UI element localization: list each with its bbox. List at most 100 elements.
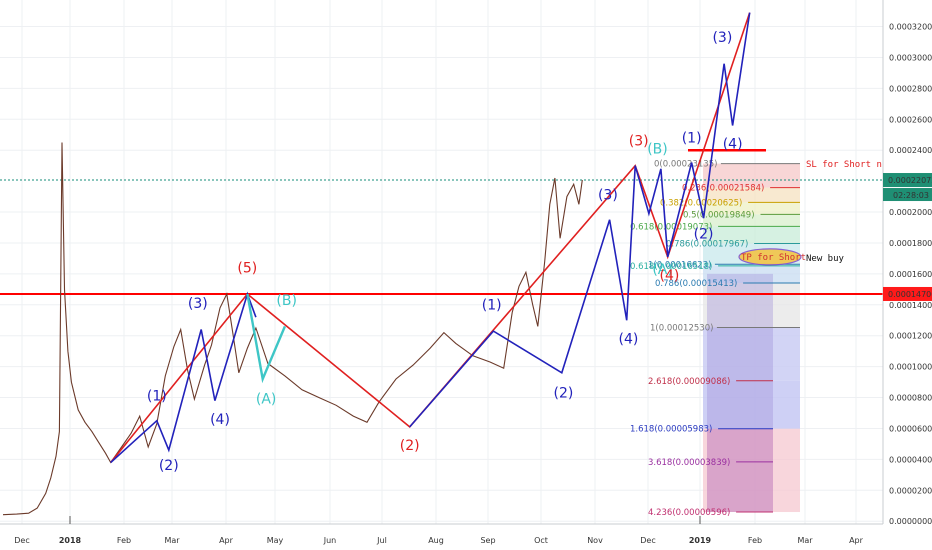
fib-zone [703, 187, 800, 203]
fib-label: 0.5(0.00019849) [683, 210, 755, 220]
x-tick-label: Apr [849, 536, 864, 545]
x-tick-label: Nov [587, 536, 603, 545]
fib-zone [703, 214, 800, 227]
annotations: SL for Short now TP for Short New buy [738, 160, 893, 266]
wave-label: (4) [659, 268, 679, 284]
fib-zone [707, 273, 773, 513]
fib-zone [703, 380, 800, 429]
x-axis-bg [0, 524, 932, 550]
wave-label: (A) [256, 392, 277, 408]
wave-label: (3) [712, 30, 732, 46]
wave-label: (2) [400, 438, 420, 454]
fib-label: 3.618(0.00003839) [648, 458, 730, 468]
x-tick-label: Mar [164, 536, 180, 545]
x-tick-label: Apr [219, 536, 234, 545]
abc-wave [246, 293, 287, 384]
wave-label: (A) [652, 262, 673, 278]
fib-label: 2.618(0.00009086) [648, 377, 730, 387]
target-ellipse [738, 248, 802, 266]
x-tick-label: Sep [480, 536, 495, 545]
fib-zone [703, 226, 800, 244]
current-price-tag [883, 173, 932, 188]
fib-zone [703, 327, 800, 381]
horizontal-levels [0, 148, 883, 295]
x-tick-label: Jun [323, 536, 337, 545]
wave-label: (4) [723, 137, 743, 153]
impulse-wave-right [409, 12, 751, 428]
wave-label: (4) [618, 331, 638, 347]
fib-label: 0(0.00023135) [654, 160, 717, 170]
fib-zone [703, 202, 800, 215]
wave-label: (4) [210, 412, 230, 428]
x-tick-label: 2018 [59, 536, 82, 545]
x-tick-label: Aug [428, 536, 444, 545]
wave-label: (5) [237, 260, 257, 276]
y-axis-bg [883, 0, 932, 550]
wave-label: (2) [694, 226, 714, 242]
wave-label: (B) [276, 293, 297, 309]
fib-label: 0.786(0.00015413) [655, 279, 737, 289]
x-tick-label: Mar [797, 536, 813, 545]
countdown-tag [883, 188, 932, 202]
wave-label: (3) [598, 188, 618, 204]
x-tick-label: Dec [14, 536, 29, 545]
fib-zone [703, 282, 800, 328]
fib-label: 1(0.00012530) [650, 324, 713, 334]
fib-label: 0.786(0.00017967) [666, 239, 748, 249]
fib-label: 0.618(0.00019073) [630, 222, 712, 232]
current-price-label: 0.00022072 [888, 176, 932, 185]
x-tick-label: Dec [640, 536, 655, 545]
resistance-price-tag [883, 286, 932, 301]
wave-label: (B) [647, 141, 668, 157]
x-tick-label: Jul [376, 536, 387, 545]
x-tick-label: Oct [534, 536, 548, 545]
correction-wave [110, 12, 751, 464]
wave-label: (1) [482, 297, 502, 313]
fib-zone [703, 163, 800, 188]
wave-label: (1) [147, 389, 167, 405]
wave-label: (2) [159, 458, 179, 474]
wave-label: (3) [629, 134, 649, 150]
new-buy-note: New buy [806, 254, 845, 264]
x-tick-label: Feb [748, 536, 762, 545]
x-tick-label: 2019 [689, 536, 712, 545]
x-tick-label: May [267, 536, 284, 545]
wave-label: (1) [682, 130, 702, 146]
x-axis: Dec 2018 Feb Mar Apr May Jun Jul Aug Sep Oct Nov Dec… [0, 516, 932, 550]
fib-zone [703, 428, 800, 513]
fib-zone [703, 265, 800, 283]
grid [0, 0, 883, 524]
wave-paths [110, 12, 751, 464]
resistance-price-label: 0.00014700 [888, 290, 932, 299]
wave-label: (2) [554, 386, 574, 402]
stop-loss-note: SL for Short now [806, 160, 893, 170]
fib-label: 0.618(0.00016518) [630, 262, 712, 272]
fib-label: 1.618(0.00005983) [630, 425, 712, 435]
fib-label: 4.236(0.00000596) [648, 508, 730, 518]
fib-label: 0.236(0.00021584) [682, 184, 764, 194]
impulse-wave-left [110, 291, 257, 464]
take-profit-note: TP for Short [741, 253, 806, 263]
wave-label: (3) [188, 296, 208, 312]
x-tick-label: Feb [117, 536, 131, 545]
fib-zone [707, 428, 773, 513]
wave-labels: (1)(2)(3)(4)(5)(A)(B)(2)(1)(2)(3)(4)(3)(… [147, 30, 743, 474]
